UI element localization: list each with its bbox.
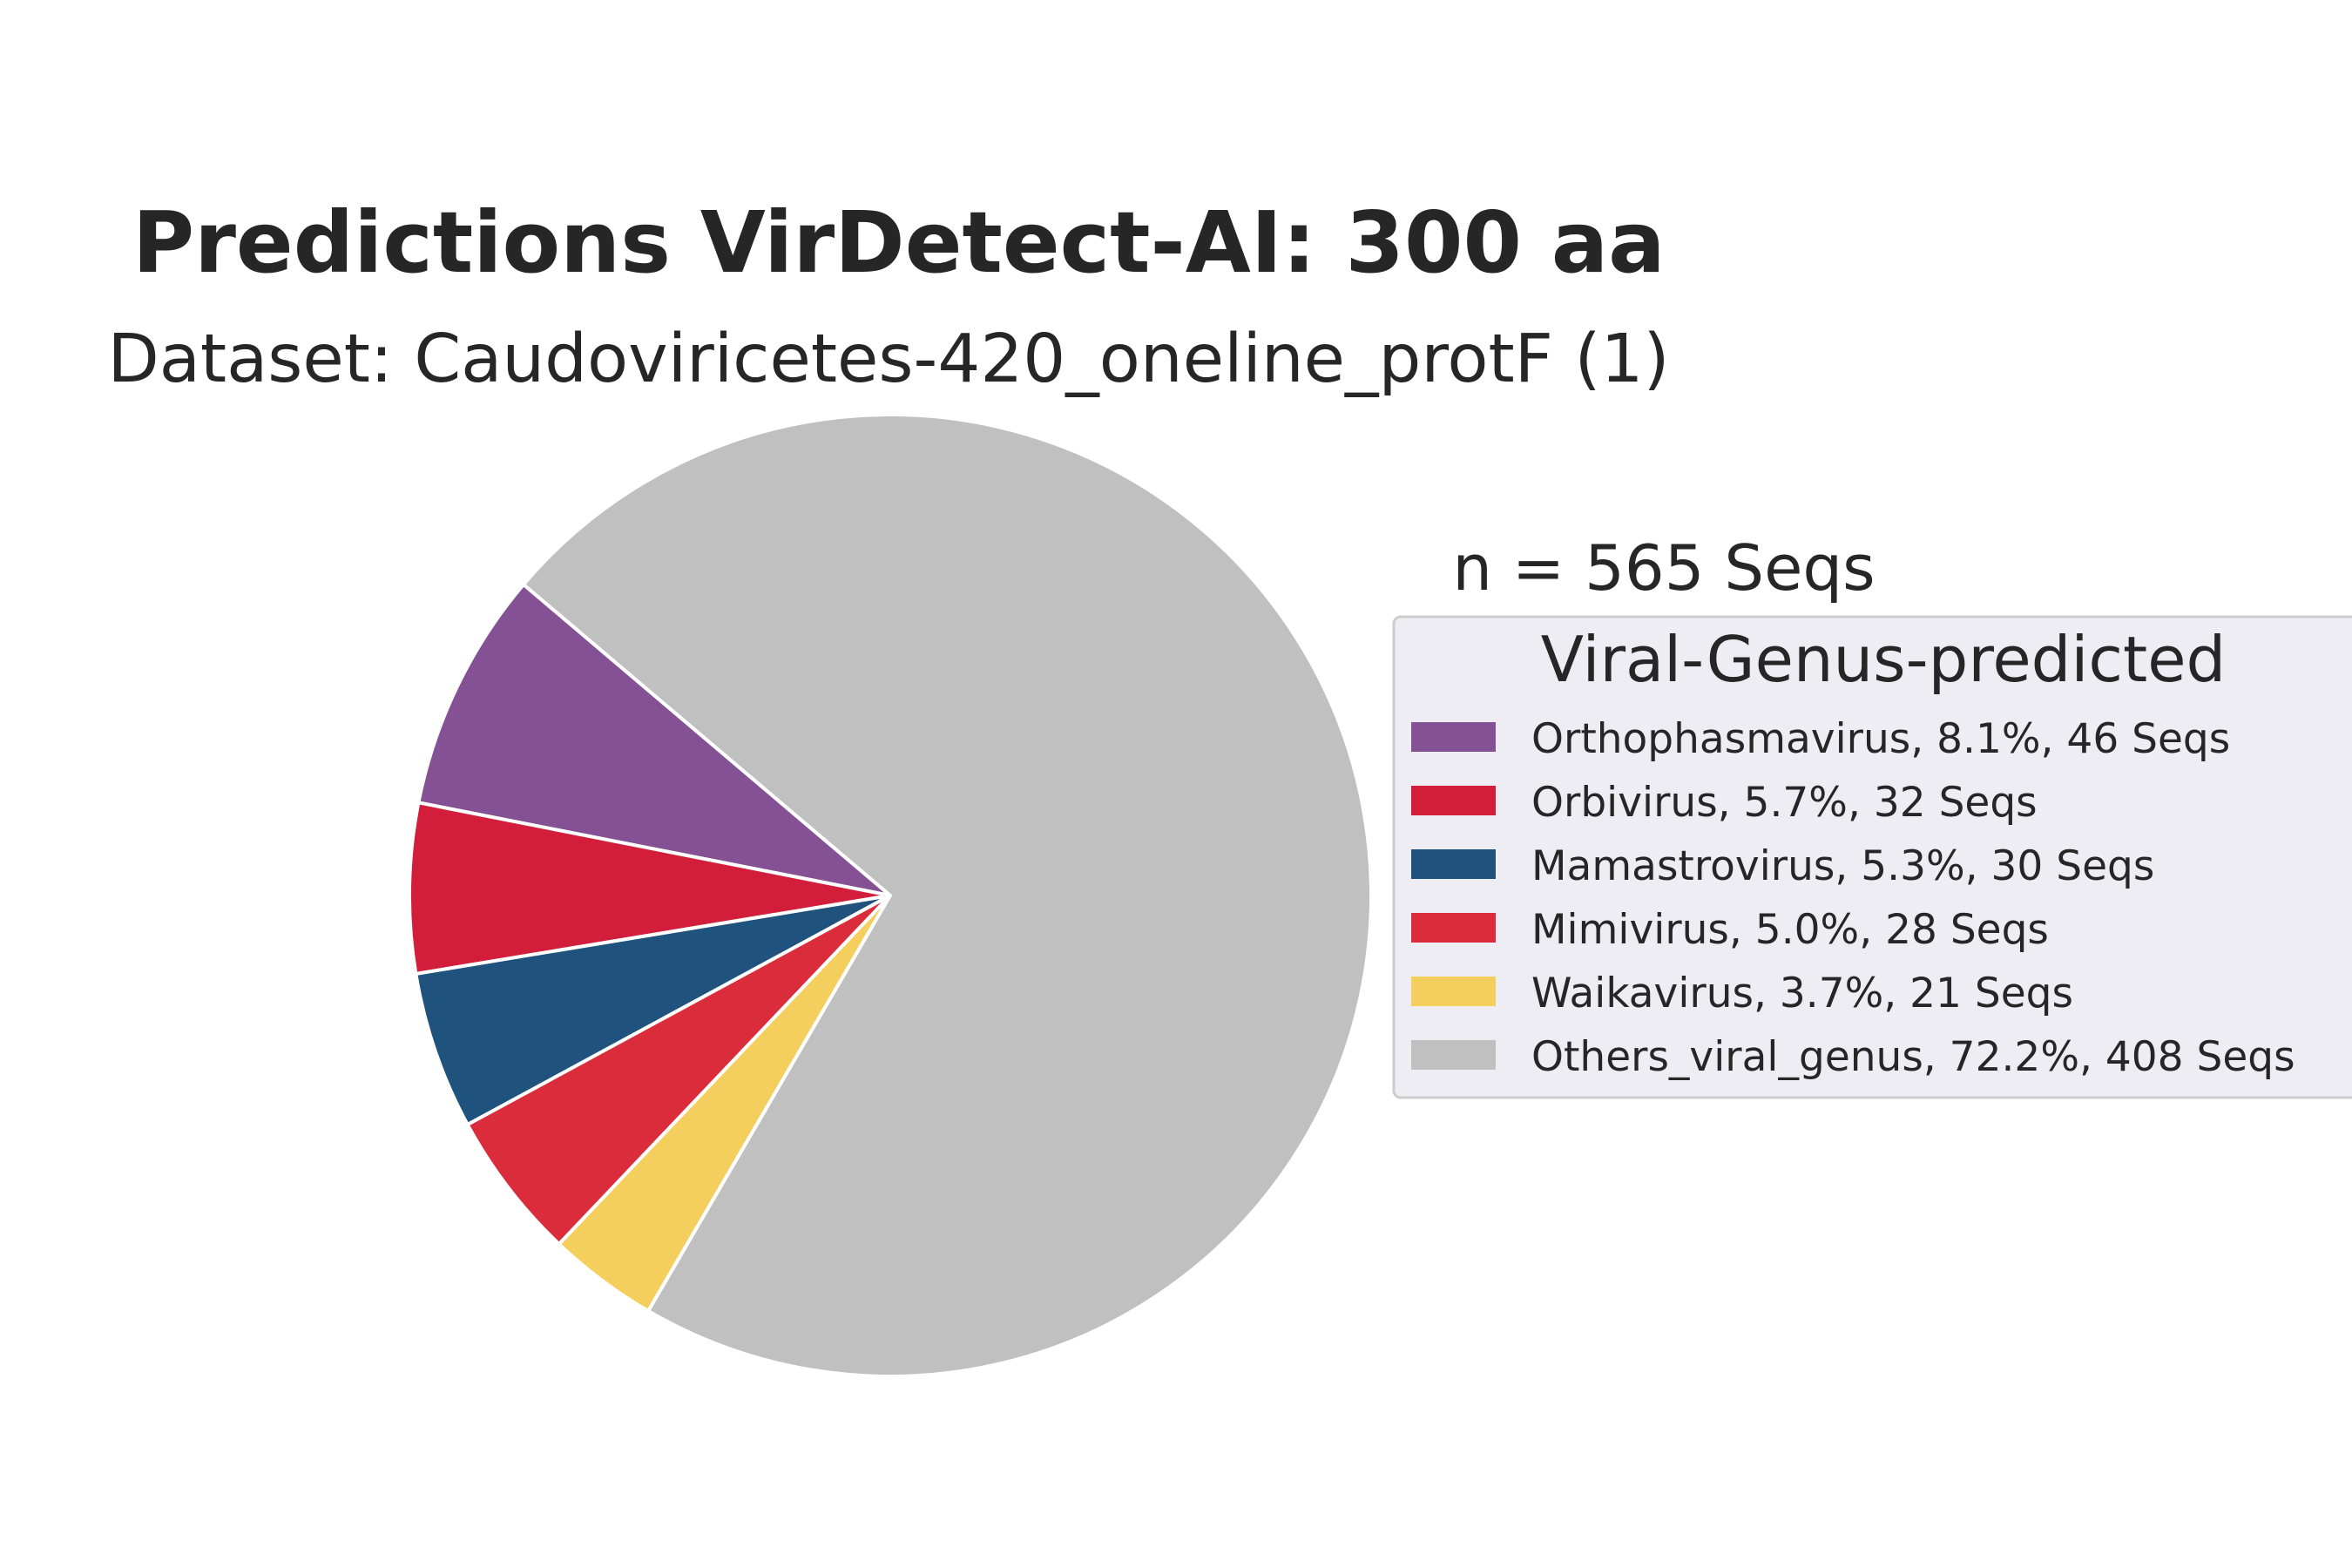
legend-title: Viral-Genus-predicted bbox=[1541, 623, 2226, 696]
pie-slice-orthophasmavirus bbox=[416, 582, 892, 897]
legend-swatch bbox=[1411, 722, 1496, 752]
legend-swatch bbox=[1411, 849, 1496, 879]
legend-label: Mamastrovirus, 5.3%, 30 Seqs bbox=[1531, 842, 2154, 890]
legend-swatch bbox=[1411, 913, 1496, 943]
legend-swatch bbox=[1411, 786, 1496, 815]
pie-slice-mamastrovirus bbox=[414, 894, 892, 1127]
pie-slice-others-viral-genus bbox=[522, 413, 1373, 1378]
legend: Viral-Genus-predicted Orthophasmavirus, … bbox=[1392, 615, 2352, 1099]
legend-swatch bbox=[1411, 1040, 1496, 1070]
legend-label: Mimivirus, 5.0%, 28 Seqs bbox=[1531, 906, 2049, 954]
legend-label: Others_viral_genus, 72.2%, 408 Seqs bbox=[1531, 1033, 2295, 1081]
legend-label: Orthophasmavirus, 8.1%, 46 Seqs bbox=[1531, 715, 2230, 763]
legend-items: Orthophasmavirus, 8.1%, 46 Seqs Orbivirus… bbox=[1411, 715, 2295, 1081]
legend-label: Waikavirus, 3.7%, 21 Seqs bbox=[1531, 970, 2073, 1017]
chart-title: Predictions VirDetect-AI: 300 aa bbox=[132, 193, 1666, 292]
chart-subtitle: Dataset: Caudoviricetes-420_oneline_prot… bbox=[107, 321, 1669, 398]
pie-slices bbox=[407, 413, 1373, 1378]
sample-count-annotation: n = 565 Seqs bbox=[1452, 531, 1875, 605]
legend-label: Orbivirus, 5.7%, 32 Seqs bbox=[1531, 779, 2038, 827]
pie-slice-orbivirus bbox=[407, 801, 892, 976]
legend-box bbox=[1392, 615, 2352, 1099]
legend-swatch bbox=[1411, 977, 1496, 1006]
pie-slice-mimivirus bbox=[465, 894, 892, 1247]
